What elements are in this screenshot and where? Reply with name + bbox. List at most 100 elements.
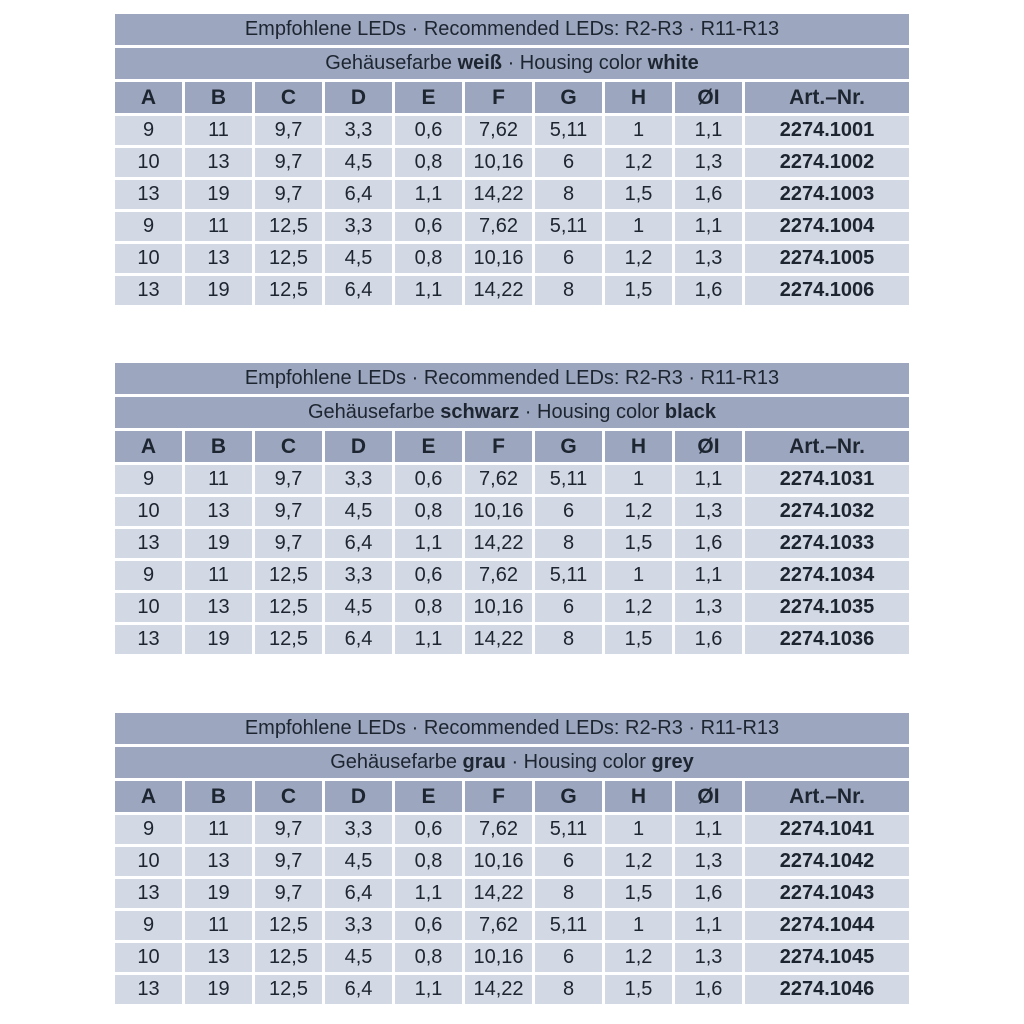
column-header-row: A B C D E F G H ØI Art.–Nr.	[115, 82, 909, 113]
dimension-cell: 13	[115, 276, 182, 305]
dimension-cell: 8	[535, 180, 602, 209]
dimension-cell: 5,11	[535, 212, 602, 241]
dimension-cell: 1,2	[605, 593, 672, 622]
column-header-h: H	[605, 781, 672, 812]
dimension-cell: 12,5	[255, 911, 322, 940]
dimension-cell: 10,16	[465, 593, 532, 622]
art-nr-cell: 2274.1001	[745, 116, 909, 145]
dimension-cell: 3,3	[325, 561, 392, 590]
table-row: 10 13 9,7 4,5 0,8 10,16 6 1,2 1,3 2274.1032	[115, 497, 909, 526]
art-nr-cell: 2274.1042	[745, 847, 909, 876]
dimension-cell: 3,3	[325, 212, 392, 241]
dimension-cell: 7,62	[465, 815, 532, 844]
column-header-i: ØI	[675, 82, 742, 113]
dimension-cell: 1,3	[675, 593, 742, 622]
dimension-cell: 10	[115, 148, 182, 177]
dimension-cell: 1,3	[675, 148, 742, 177]
dimension-cell: 0,6	[395, 465, 462, 494]
dimension-cell: 1,6	[675, 180, 742, 209]
art-nr-cell: 2274.1005	[745, 244, 909, 273]
table-section-black: Empfohlene LEDs · Recommended LEDs: R2-R…	[112, 360, 912, 657]
table-row: 10 13 12,5 4,5 0,8 10,16 6 1,2 1,3 2274.1005	[115, 244, 909, 273]
dimension-cell: 6	[535, 148, 602, 177]
dimension-cell: 7,62	[465, 116, 532, 145]
dimension-cell: 1	[605, 116, 672, 145]
dimension-cell: 6	[535, 847, 602, 876]
dimension-cell: 1,5	[605, 625, 672, 654]
dimension-cell: 19	[185, 975, 252, 1004]
dimension-cell: 9,7	[255, 148, 322, 177]
dimension-cell: 0,6	[395, 561, 462, 590]
column-header-a: A	[115, 431, 182, 462]
table-title-row: Empfohlene LEDs · Recommended LEDs: R2-R…	[115, 363, 909, 394]
dimension-cell: 10	[115, 593, 182, 622]
art-nr-cell: 2274.1006	[745, 276, 909, 305]
dimension-cell: 8	[535, 625, 602, 654]
dimension-cell: 1,2	[605, 244, 672, 273]
column-header-g: G	[535, 431, 602, 462]
dimension-cell: 0,8	[395, 148, 462, 177]
dimension-cell: 4,5	[325, 847, 392, 876]
dimension-cell: 11	[185, 116, 252, 145]
column-header-c: C	[255, 781, 322, 812]
dimension-cell: 9,7	[255, 847, 322, 876]
dimension-cell: 0,6	[395, 815, 462, 844]
column-header-i: ØI	[675, 781, 742, 812]
subtitle-color-en: white	[647, 52, 699, 74]
dimension-cell: 9,7	[255, 465, 322, 494]
dimension-cell: 11	[185, 561, 252, 590]
dimension-cell: 1,5	[605, 879, 672, 908]
dimension-cell: 12,5	[255, 625, 322, 654]
dimension-cell: 1	[605, 212, 672, 241]
table-row: 13 19 12,5 6,4 1,1 14,22 8 1,5 1,6 2274.1036	[115, 625, 909, 654]
dimension-cell: 8	[535, 276, 602, 305]
dimension-cell: 1,5	[605, 276, 672, 305]
dimension-cell: 9	[115, 116, 182, 145]
dimension-cell: 5,11	[535, 911, 602, 940]
dimension-cell: 0,6	[395, 212, 462, 241]
dimension-cell: 12,5	[255, 943, 322, 972]
art-nr-cell: 2274.1043	[745, 879, 909, 908]
table-row: 9 11 12,5 3,3 0,6 7,62 5,11 1 1,1 2274.1034	[115, 561, 909, 590]
art-nr-cell: 2274.1033	[745, 529, 909, 558]
dimension-cell: 4,5	[325, 593, 392, 622]
column-header-g: G	[535, 781, 602, 812]
dimension-cell: 0,8	[395, 497, 462, 526]
table-row: 9 11 9,7 3,3 0,6 7,62 5,11 1 1,1 2274.1041	[115, 815, 909, 844]
dimension-cell: 1,1	[395, 276, 462, 305]
dimension-cell: 9	[115, 465, 182, 494]
dimension-cell: 19	[185, 180, 252, 209]
dimension-cell: 4,5	[325, 497, 392, 526]
dimension-cell: 1,6	[675, 879, 742, 908]
column-header-b: B	[185, 82, 252, 113]
dimension-cell: 1,6	[675, 276, 742, 305]
dimension-cell: 7,62	[465, 212, 532, 241]
dimension-cell: 0,8	[395, 593, 462, 622]
dimension-cell: 1,1	[675, 465, 742, 494]
dimension-cell: 14,22	[465, 879, 532, 908]
dimension-cell: 13	[185, 497, 252, 526]
dimension-cell: 9	[115, 561, 182, 590]
dimension-cell: 1,1	[675, 911, 742, 940]
table-subtitle: Gehäusefarbe schwarz · Housing color bla…	[115, 397, 909, 428]
dimension-cell: 0,8	[395, 943, 462, 972]
table-body: 9 11 9,7 3,3 0,6 7,62 5,11 1 1,1 2274.1041 10 13 9,7…	[115, 815, 909, 1004]
dimension-cell: 1,1	[395, 879, 462, 908]
dimension-cell: 7,62	[465, 561, 532, 590]
dimension-cell: 0,6	[395, 116, 462, 145]
dimension-cell: 10,16	[465, 497, 532, 526]
subtitle-prefix: Gehäusefarbe	[330, 751, 463, 773]
art-nr-cell: 2274.1041	[745, 815, 909, 844]
dimension-cell: 8	[535, 529, 602, 558]
column-header-c: C	[255, 431, 322, 462]
dimension-cell: 6,4	[325, 529, 392, 558]
subtitle-color-en: black	[664, 401, 717, 423]
dimension-cell: 6,4	[325, 879, 392, 908]
dimension-cell: 1,6	[675, 625, 742, 654]
table-title-row: Empfohlene LEDs · Recommended LEDs: R2-R…	[115, 14, 909, 45]
dimension-cell: 12,5	[255, 244, 322, 273]
dimension-cell: 1,3	[675, 497, 742, 526]
dimension-cell: 7,62	[465, 465, 532, 494]
dimension-cell: 9,7	[255, 879, 322, 908]
